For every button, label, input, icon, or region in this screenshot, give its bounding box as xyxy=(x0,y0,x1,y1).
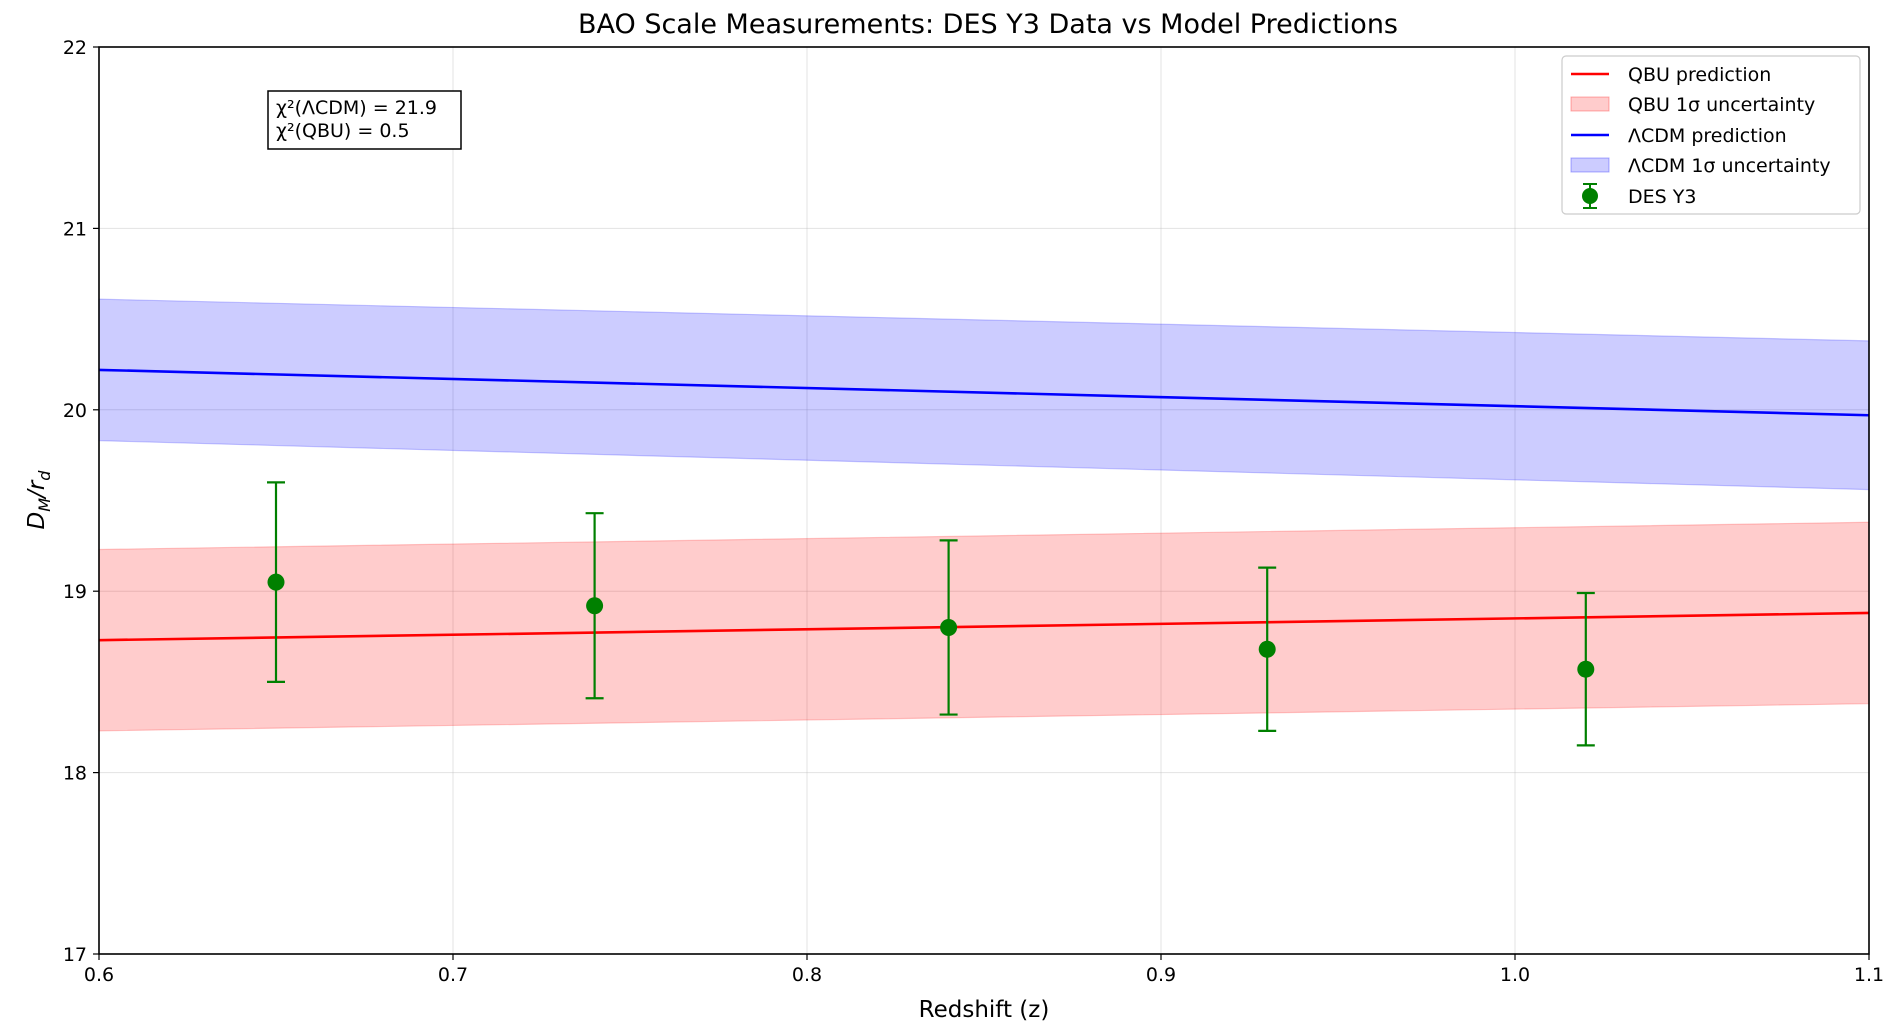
legend-swatch-des-y3 xyxy=(1582,183,1598,209)
errorbar-point xyxy=(1576,591,1595,747)
chart-title: BAO Scale Measurements: DES Y3 Data vs M… xyxy=(578,9,1398,40)
chi2-lcdm-text: χ²(ΛCDM) = 21.9 xyxy=(276,97,437,119)
y-axis-label: DM/rd xyxy=(24,470,54,530)
y-tick-label: 17 xyxy=(63,944,87,966)
data-point-marker xyxy=(586,597,604,615)
y-tick-label: 19 xyxy=(63,581,87,603)
line-qbu-prediction xyxy=(98,611,1870,642)
y-tick-label: 22 xyxy=(63,37,87,59)
legend-label-des-y3: DES Y3 xyxy=(1628,186,1696,208)
legend-label-lcdm-prediction: ΛCDM prediction xyxy=(1628,125,1787,147)
x-axis-label: Redshift (z) xyxy=(919,997,1050,1023)
y-tick-label: 18 xyxy=(63,763,87,785)
errorbar-point xyxy=(267,481,285,684)
data-point-marker xyxy=(1258,640,1276,658)
x-tick-label: 1.0 xyxy=(1500,964,1530,986)
y-label-sub-m: M xyxy=(35,498,54,512)
y-label-sub-d: d xyxy=(35,470,54,481)
prediction-lines xyxy=(98,368,1870,642)
y-label-mid: /r xyxy=(24,479,50,500)
line-cdm-prediction xyxy=(98,368,1870,417)
data-point-marker xyxy=(940,618,958,636)
data-point-marker xyxy=(267,573,285,591)
y-label-main: D xyxy=(24,512,50,530)
y-axis-ticks: 17 18 19 20 21 22 xyxy=(63,37,99,966)
annotation-box xyxy=(267,90,462,150)
x-tick-label: 0.6 xyxy=(84,964,114,986)
legend-swatch-lcdm-band xyxy=(1570,157,1610,173)
data-points xyxy=(267,481,1595,747)
y-tick-label: 21 xyxy=(63,218,87,240)
legend-label-lcdm-uncertainty: ΛCDM 1σ uncertainty xyxy=(1628,155,1831,177)
x-tick-label: 0.9 xyxy=(1146,964,1176,986)
errorbar-point xyxy=(1258,566,1277,732)
data-point-marker xyxy=(1577,660,1595,678)
x-tick-label: 0.8 xyxy=(792,964,822,986)
errorbar-point xyxy=(939,539,958,716)
chi-square-annotation: χ²(ΛCDM) = 21.9 χ²(QBU) = 0.5 xyxy=(267,90,462,150)
y-tick-label: 20 xyxy=(63,400,87,422)
legend-label-qbu-prediction: QBU prediction xyxy=(1628,64,1771,86)
x-tick-label: 0.7 xyxy=(438,964,468,986)
legend-box xyxy=(1561,55,1861,215)
x-tick-label: 1.1 xyxy=(1854,964,1884,986)
plot-frame xyxy=(98,46,1870,955)
legend-swatch-qbu-band xyxy=(1570,96,1610,112)
legend-label-qbu-uncertainty: QBU 1σ uncertainty xyxy=(1628,94,1815,116)
x-axis-ticks: 0.6 0.7 0.8 0.9 1.0 1.1 xyxy=(84,954,1884,986)
legend: QBU prediction QBU 1σ uncertainty ΛCDM p… xyxy=(1561,55,1861,215)
errorbar-point xyxy=(585,512,604,700)
chi2-qbu-text: χ²(QBU) = 0.5 xyxy=(276,120,410,142)
